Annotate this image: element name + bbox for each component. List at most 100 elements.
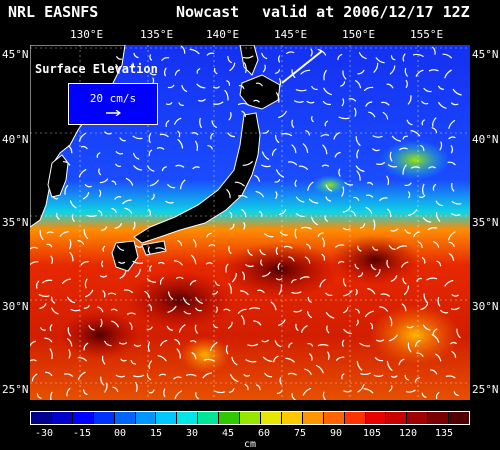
- current-arrow: [78, 132, 86, 142]
- current-arrow: [295, 196, 305, 203]
- current-arrow: [387, 164, 398, 168]
- current-arrow: [295, 323, 299, 331]
- current-arrow: [435, 200, 443, 207]
- current-arrow: [102, 290, 106, 298]
- current-arrow: [50, 255, 54, 265]
- current-arrow: [80, 260, 89, 266]
- current-arrow: [432, 328, 438, 335]
- current-arrow: [189, 48, 200, 55]
- colorbar-tick: 105: [362, 428, 382, 439]
- current-arrow: [63, 373, 73, 377]
- current-arrow: [300, 69, 311, 75]
- current-arrow: [100, 376, 105, 386]
- current-arrow: [423, 293, 429, 304]
- current-arrow: [375, 269, 381, 277]
- current-arrow: [439, 141, 443, 151]
- current-arrow: [408, 191, 411, 199]
- current-arrow: [356, 360, 363, 371]
- current-arrow: [30, 340, 36, 347]
- current-arrow: [408, 209, 418, 216]
- current-arrow: [194, 140, 199, 151]
- current-arrow: [275, 247, 279, 255]
- current-arrow: [69, 239, 72, 250]
- current-arrow: [358, 52, 367, 60]
- current-arrow: [337, 54, 343, 61]
- current-arrow: [119, 342, 127, 345]
- current-arrow: [126, 312, 136, 315]
- colorbar-cell: [386, 412, 408, 424]
- current-arrow: [111, 180, 117, 186]
- current-arrow: [276, 169, 285, 178]
- current-arrow: [84, 278, 88, 289]
- current-arrow: [177, 130, 181, 138]
- current-arrow: [348, 98, 357, 102]
- current-arrow: [237, 102, 249, 106]
- current-arrow: [431, 127, 438, 133]
- current-arrow: [229, 211, 233, 219]
- current-arrow: [404, 374, 409, 381]
- current-arrow: [450, 307, 460, 311]
- current-arrow: [183, 310, 191, 315]
- current-arrow: [341, 373, 345, 380]
- current-arrow: [421, 257, 426, 264]
- current-arrow: [451, 294, 459, 297]
- current-arrow: [343, 306, 349, 314]
- current-arrow: [307, 342, 314, 347]
- current-arrow: [211, 120, 217, 128]
- current-arrow: [302, 143, 309, 153]
- current-arrow: [274, 69, 280, 74]
- current-arrow: [39, 303, 47, 309]
- colorbar: [30, 411, 470, 425]
- lat-label-35-right: 35°N: [472, 216, 499, 229]
- current-arrow: [39, 229, 44, 240]
- current-arrow: [402, 53, 406, 62]
- current-arrow: [343, 290, 353, 297]
- current-arrow: [311, 216, 318, 226]
- current-arrow: [159, 277, 164, 285]
- current-arrow: [261, 52, 268, 60]
- map-panel[interactable]: [30, 45, 470, 400]
- colorbar-cell: [93, 412, 115, 424]
- current-arrow: [291, 119, 294, 128]
- current-arrow: [147, 341, 150, 352]
- current-arrow: [80, 145, 88, 150]
- current-arrow: [306, 243, 311, 250]
- current-arrow: [148, 149, 153, 156]
- current-arrow: [435, 392, 440, 399]
- current-arrow: [100, 318, 103, 328]
- current-arrow: [194, 324, 198, 334]
- current-arrow: [451, 213, 461, 216]
- current-arrow: [83, 229, 89, 239]
- lat-label-40-left: 40°N: [2, 133, 29, 146]
- current-arrow: [279, 377, 282, 385]
- lon-label-150: 150°E: [342, 28, 376, 41]
- green-eddy: [380, 140, 450, 180]
- current-arrow: [402, 277, 407, 285]
- current-arrow: [135, 245, 143, 248]
- current-arrow: [83, 389, 88, 395]
- current-arrow: [234, 181, 245, 187]
- current-arrow: [213, 86, 220, 89]
- warm-eddy: [330, 235, 420, 285]
- current-arrow: [50, 391, 53, 400]
- current-arrow: [317, 232, 324, 237]
- current-arrow: [381, 101, 390, 106]
- current-arrow: [161, 166, 167, 172]
- colorbar-tick: 90: [329, 428, 343, 439]
- current-arrow: [131, 62, 135, 69]
- current-arrow: [231, 356, 238, 366]
- current-arrow: [324, 215, 328, 222]
- current-arrow: [451, 350, 457, 359]
- current-arrow: [354, 107, 357, 117]
- current-arrow: [147, 165, 155, 172]
- current-arrow: [291, 144, 297, 154]
- current-arrow: [444, 280, 454, 287]
- current-arrow: [311, 85, 318, 91]
- colorbar-cell: [135, 412, 157, 424]
- current-arrow: [195, 307, 202, 312]
- current-arrow: [104, 131, 112, 135]
- current-arrow: [132, 221, 136, 230]
- current-arrow: [363, 388, 374, 394]
- current-arrow: [51, 296, 56, 304]
- current-arrow: [390, 228, 399, 232]
